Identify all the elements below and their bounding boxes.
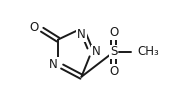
Text: S: S xyxy=(110,45,117,59)
Text: O: O xyxy=(29,21,38,34)
Text: N: N xyxy=(91,45,100,59)
Text: O: O xyxy=(109,26,118,39)
Text: N: N xyxy=(49,58,58,71)
Text: CH₃: CH₃ xyxy=(137,45,159,59)
Text: O: O xyxy=(109,65,118,78)
Text: N: N xyxy=(77,29,86,41)
